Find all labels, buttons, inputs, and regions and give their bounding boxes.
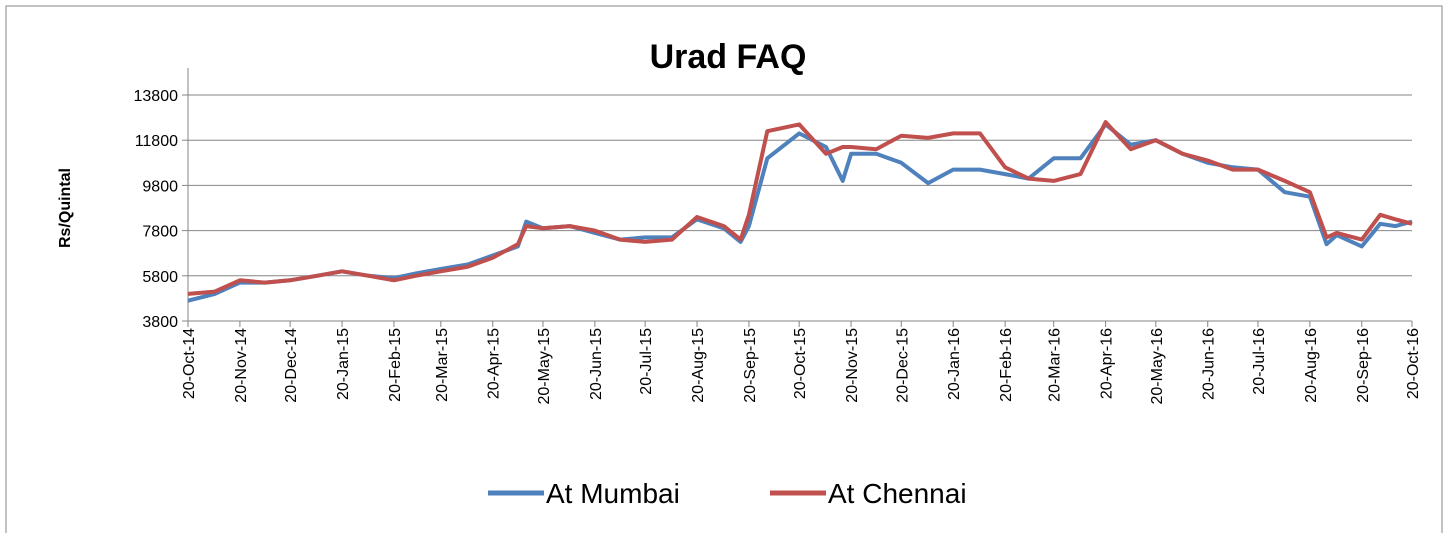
x-tick-label: 20-Apr-16: [1099, 328, 1116, 399]
x-tick-label: 20-Sep-15: [742, 328, 759, 403]
x-tick-label: 20-Oct-16: [1405, 328, 1422, 399]
chart-border: [5, 5, 1443, 533]
legend-label: At Mumbai: [546, 478, 680, 509]
y-tick-label: 9800: [142, 178, 178, 195]
legend-label: At Chennai: [828, 478, 967, 509]
y-tick-label: 5800: [142, 269, 178, 286]
x-tick-label: 20-May-15: [536, 328, 553, 405]
x-tick-label: 20-Jul-16: [1251, 328, 1268, 395]
x-tick-label: 20-Mar-15: [434, 328, 451, 402]
chart-title: Urad FAQ: [650, 38, 807, 76]
x-tick-label: 20-Jun-16: [1201, 328, 1218, 400]
x-tick-label: 20-Jun-15: [588, 328, 605, 400]
x-tick-label: 20-Aug-15: [690, 328, 707, 403]
x-tick-label: 20-Oct-14: [181, 328, 198, 399]
x-tick-label: 20-Dec-14: [283, 328, 300, 403]
x-tick-label: 20-Dec-15: [894, 328, 911, 403]
x-tick-label: 20-Nov-15: [844, 328, 861, 403]
y-tick-label: 11800: [135, 133, 178, 150]
x-tick-label: 20-Aug-16: [1303, 328, 1320, 403]
y-axis-label: Rs/Quintal: [57, 168, 74, 248]
x-tick-label: 20-Sep-16: [1355, 328, 1372, 403]
x-tick-label: 20-Jul-15: [638, 328, 655, 395]
line-series: [187, 120, 1413, 296]
y-tick-label: 3800: [142, 314, 178, 331]
y-tick-label: 7800: [142, 224, 178, 241]
x-tick-label: 20-Mar-16: [1047, 328, 1064, 402]
x-tick-label: 20-Feb-15: [387, 328, 404, 402]
x-tick-label: 20-Feb-16: [998, 328, 1015, 402]
x-tick-label: 20-Apr-15: [486, 328, 503, 399]
x-tick-label: 20-Oct-15: [792, 328, 809, 399]
x-tick-label: 20-Jan-15: [335, 328, 352, 400]
x-tick-label: 20-Jan-16: [946, 328, 963, 400]
y-tick-label: 13800: [134, 88, 179, 105]
x-tick-label: 20-May-16: [1149, 328, 1166, 405]
x-tick-label: 20-Nov-14: [233, 328, 250, 403]
